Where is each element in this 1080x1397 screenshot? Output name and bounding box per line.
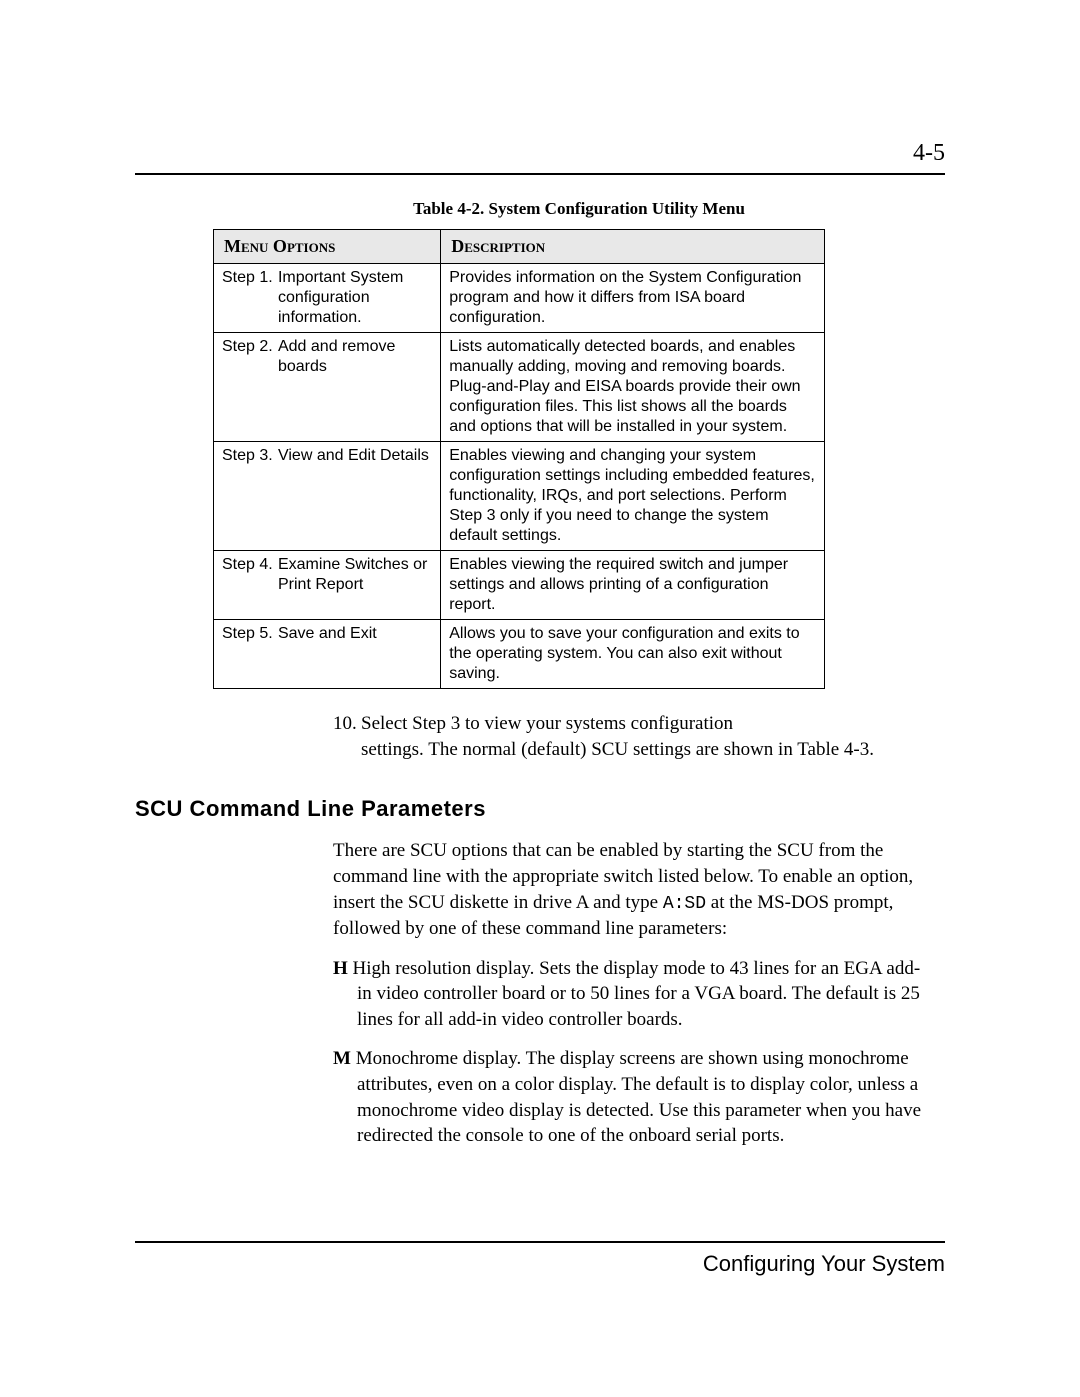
- param-lead: M: [333, 1048, 351, 1069]
- cell-option: View and Edit Details: [274, 442, 441, 551]
- cell-option: Save and Exit: [274, 620, 441, 689]
- item-text-line1: Select Step 3 to view your systems confi…: [361, 713, 733, 734]
- footer-section-title: Configuring Your System: [135, 1251, 945, 1277]
- table-row: Step 1. Important System configuration i…: [214, 264, 825, 333]
- cell-option: Important System configuration informati…: [274, 264, 441, 333]
- table-header-row: Menu Options Description: [214, 230, 825, 264]
- cell-description: Provides information on the System Confi…: [441, 264, 825, 333]
- cell-option: Add and remove boards: [274, 333, 441, 442]
- table-row: Step 2. Add and remove boards Lists auto…: [214, 333, 825, 442]
- item-number: 10.: [333, 711, 361, 737]
- table-wrap: Table 4-2. System Configuration Utility …: [213, 199, 945, 689]
- cell-step: Step 1.: [214, 264, 274, 333]
- cell-step: Step 4.: [214, 551, 274, 620]
- top-rule: [135, 173, 945, 175]
- bottom-rule: [135, 1241, 945, 1243]
- cell-step: Step 3.: [214, 442, 274, 551]
- intro-paragraph: There are SCU options that can be enable…: [333, 838, 933, 941]
- item-text-rest: settings. The normal (default) SCU setti…: [361, 739, 874, 760]
- page-footer: Configuring Your System: [135, 1241, 945, 1277]
- param-text: High resolution display. Sets the displa…: [348, 958, 920, 1030]
- page-number: 4-5: [135, 140, 945, 167]
- table-row: Step 3. View and Edit Details Enables vi…: [214, 442, 825, 551]
- th-menu-options: Menu Options: [214, 230, 441, 264]
- cell-description: Enables viewing the required switch and …: [441, 551, 825, 620]
- cell-step: Step 5.: [214, 620, 274, 689]
- cell-description: Allows you to save your configuration an…: [441, 620, 825, 689]
- param-m: M Monochrome display. The display screen…: [333, 1046, 933, 1149]
- param-text: Monochrome display. The display screens …: [351, 1048, 921, 1146]
- intro-code: A:SD: [663, 894, 706, 914]
- param-lead: H: [333, 958, 348, 979]
- section-heading-scu-params: SCU Command Line Parameters: [135, 796, 945, 822]
- table-row: Step 4. Examine Switches or Print Report…: [214, 551, 825, 620]
- cell-option: Examine Switches or Print Report: [274, 551, 441, 620]
- numbered-item-10: 10.Select Step 3 to view your systems co…: [333, 711, 933, 762]
- table-row: Step 5. Save and Exit Allows you to save…: [214, 620, 825, 689]
- cell-step: Step 2.: [214, 333, 274, 442]
- th-description: Description: [441, 230, 825, 264]
- param-h: H High resolution display. Sets the disp…: [333, 956, 933, 1033]
- scu-menu-table: Menu Options Description Step 1. Importa…: [213, 229, 825, 689]
- cell-description: Enables viewing and changing your system…: [441, 442, 825, 551]
- table-caption: Table 4-2. System Configuration Utility …: [213, 199, 945, 219]
- cell-description: Lists automatically detected boards, and…: [441, 333, 825, 442]
